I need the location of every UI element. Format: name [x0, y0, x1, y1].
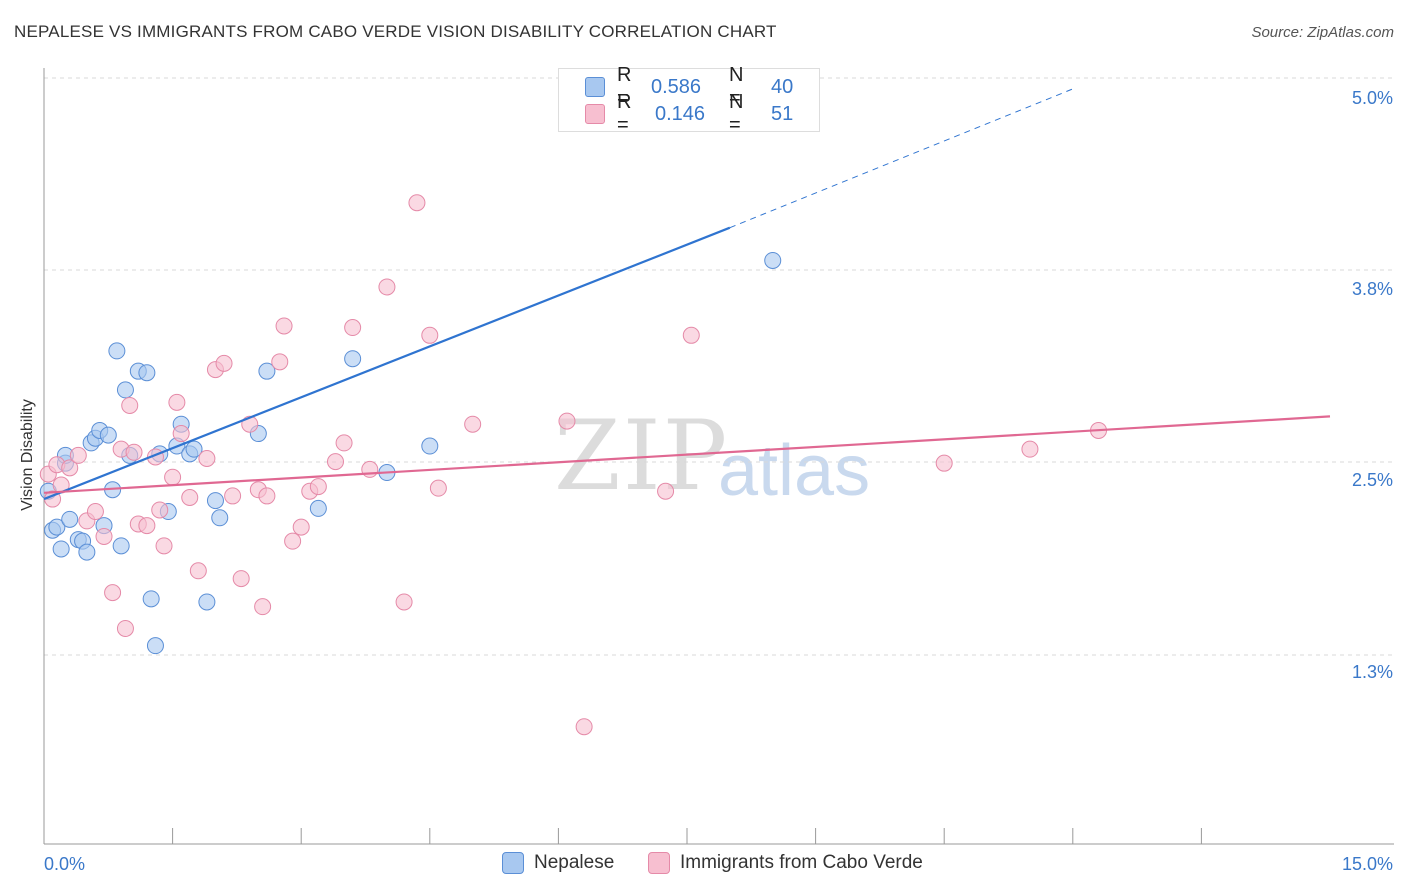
cabo-verde-point	[61, 459, 79, 477]
nepalese-point	[61, 510, 79, 528]
legend-n-label: N =	[729, 64, 744, 109]
cabo-verde-point	[151, 501, 169, 519]
cabo-verde-point	[464, 415, 482, 433]
cabo-verde-point	[326, 453, 344, 471]
nepalese-point	[258, 362, 276, 380]
cabo-verde-point	[421, 326, 439, 344]
cabo-verde-point	[284, 532, 302, 550]
cabo-verde-point	[275, 317, 293, 335]
legend-r-value: 0.586	[651, 75, 702, 98]
y-tick-label: 5.0%	[1352, 88, 1393, 108]
nepalese-point	[344, 350, 362, 368]
legend-r-value: 0.146	[655, 102, 706, 125]
cabo-verde-point	[429, 479, 447, 497]
cabo-verde-point	[258, 487, 276, 505]
nepalese-point	[52, 540, 70, 558]
cabo-verde-point	[361, 460, 379, 478]
cabo-verde-point	[69, 446, 87, 464]
cabo-verde-point	[164, 468, 182, 486]
nepalese-point	[211, 509, 229, 527]
nepalese-swatch	[502, 852, 524, 874]
nepalese-point	[185, 440, 203, 458]
cabo-verde-point	[104, 584, 122, 602]
cabo-verde-point	[935, 454, 953, 472]
series-legend-label: Immigrants from Cabo Verde	[680, 852, 923, 873]
source-note: Source: ZipAtlas.com	[1251, 24, 1394, 41]
cabo-verde-point	[408, 194, 426, 212]
series-legend-cabo-verde[interactable]: Immigrants from Cabo Verde	[648, 852, 923, 874]
cabo-verde-point	[95, 527, 113, 545]
legend-r-label: R =	[617, 64, 632, 109]
watermark-zip: ZIP	[554, 400, 730, 512]
x-tick-label: 0.0%	[44, 854, 85, 874]
cabo-verde-point	[395, 593, 413, 611]
legend-r-label: R =	[617, 91, 632, 136]
nepalese-point	[309, 499, 327, 517]
cabo-verde-point	[125, 443, 143, 461]
y-tick-label: 1.3%	[1352, 662, 1393, 682]
nepalese-point	[108, 342, 126, 360]
cabo-verde-point	[168, 393, 186, 411]
correlation-legend: R = 0.586 N = 40 R = 0.146 N = 51	[558, 64, 820, 136]
cabo-verde-point	[86, 503, 104, 521]
y-tick-label: 2.5%	[1352, 470, 1393, 490]
nepalese-point	[48, 518, 66, 536]
nepalese-point	[116, 381, 134, 399]
legend-swatch-blue	[585, 77, 605, 97]
cabo-verde-point	[271, 353, 289, 371]
cabo-verde-point	[121, 396, 139, 414]
cabo-verde-point	[224, 487, 242, 505]
chart-title: NEPALESE VS IMMIGRANTS FROM CABO VERDE V…	[14, 22, 777, 41]
nepalese-point	[146, 637, 164, 655]
cabo-verde-trend-line	[43, 415, 1331, 494]
y-axis-label: Vision Disability	[19, 399, 36, 511]
cabo-verde-point	[309, 478, 327, 496]
cabo-verde-point	[335, 434, 353, 452]
cabo-verde-point	[1021, 440, 1039, 458]
nepalese-point	[138, 364, 156, 382]
cabo-verde-point	[189, 562, 207, 580]
series-legend: Nepalese Immigrants from Cabo Verde	[0, 852, 1406, 876]
legend-n-label: N =	[729, 91, 744, 136]
cabo-verde-point	[682, 326, 700, 344]
cabo-verde-point	[558, 412, 576, 430]
nepalese-point	[198, 593, 216, 611]
nepalese-point	[764, 251, 782, 269]
cabo-verde-point	[657, 482, 675, 500]
nepalese-point	[78, 543, 96, 561]
cabo-verde-point	[138, 517, 156, 535]
cabo-verde-point	[575, 718, 593, 736]
x-tick-label: 15.0%	[1342, 854, 1393, 874]
nepalese-trend-line	[43, 226, 731, 501]
y-tick-label: 3.8%	[1352, 279, 1393, 299]
legend-n-value: 51	[771, 102, 794, 125]
cabo-verde-point	[254, 598, 272, 616]
nepalese-point	[206, 492, 224, 510]
cabo-verde-point	[292, 518, 310, 536]
series-legend-label: Nepalese	[534, 852, 615, 873]
cabo-verde-point	[378, 278, 396, 296]
cabo-verde-point	[155, 537, 173, 555]
cabo-verde-point	[232, 570, 250, 588]
cabo-verde-point	[116, 619, 134, 637]
cabo-verde-point	[198, 450, 216, 468]
legend-n-value: 40	[771, 75, 794, 98]
nepalese-point	[112, 537, 130, 555]
cabo-verde-swatch	[648, 852, 670, 874]
cabo-verde-point	[215, 354, 233, 372]
cabo-verde-point	[181, 488, 199, 506]
cabo-verde-point	[344, 319, 362, 337]
cabo-verde-point	[172, 425, 190, 443]
series-legend-nepalese[interactable]: Nepalese	[502, 852, 614, 874]
nepalese-trend-extension	[729, 88, 1073, 229]
nepalese-point	[142, 590, 160, 608]
legend-swatch-pink	[585, 104, 605, 124]
nepalese-point	[421, 437, 439, 455]
nepalese-point	[99, 426, 117, 444]
